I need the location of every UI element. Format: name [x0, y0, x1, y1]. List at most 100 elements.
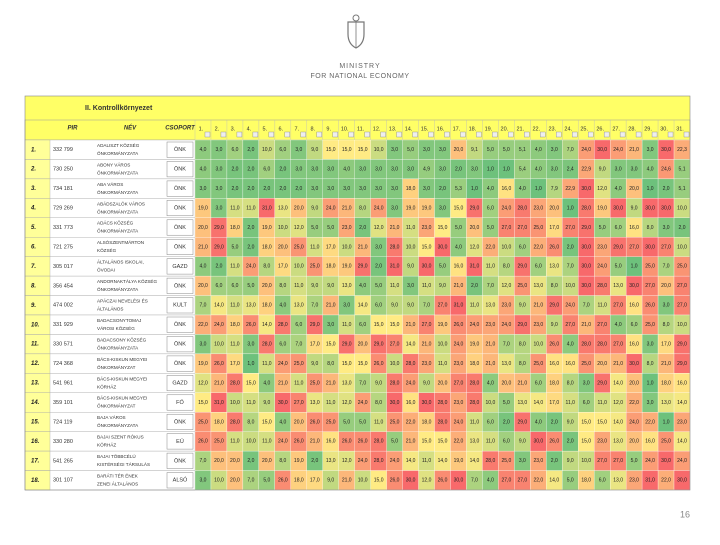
cell-value: 20,0	[230, 478, 240, 484]
cell-value: 6,0	[583, 400, 590, 406]
cell-value: 19,0	[470, 341, 480, 347]
group: GAZD	[172, 264, 187, 270]
cell-value: 11,0	[294, 283, 304, 289]
column-header: NÉV	[124, 124, 137, 132]
pir: 721 275	[53, 244, 73, 250]
name: ÖNKORMÁNYZAT	[97, 403, 136, 409]
filter-button	[396, 131, 402, 138]
cell-value: 2,0	[311, 458, 318, 464]
cell-value: 3,0	[200, 341, 207, 347]
cell-value: 4,0	[263, 380, 270, 386]
cell-value: 3,0	[295, 166, 302, 172]
pir: 730 250	[53, 167, 73, 173]
name: VÁROSI KÖZSÉG	[97, 325, 135, 331]
cell-value: 11,0	[422, 283, 432, 289]
cell-value: 12,0	[294, 225, 304, 231]
cell-value: 27,0	[565, 322, 575, 328]
cell-value: 23,0	[454, 361, 464, 367]
cell-value: 25,0	[294, 361, 304, 367]
cell-value: 10,0	[502, 244, 512, 250]
cell-value: 15,0	[597, 419, 607, 425]
cell-value: 19,0	[406, 205, 416, 211]
cell-value: 17,0	[661, 341, 671, 347]
cell-value: 3,0	[663, 303, 670, 309]
cell-value: 10,0	[246, 439, 256, 445]
cell-value: 11,0	[438, 361, 448, 367]
cell-value: 29,0	[214, 244, 224, 250]
cell-value: 14,0	[533, 400, 543, 406]
cell-value: 23,0	[502, 303, 512, 309]
cell-value: 30,0	[629, 361, 639, 367]
cell-value: 27,0	[502, 225, 512, 231]
cell-value: 1,0	[535, 186, 542, 192]
cell-value: 24,0	[454, 419, 464, 425]
cell-value: 22,0	[533, 478, 543, 484]
cell-value: 26,0	[549, 244, 559, 250]
cell-value: 15,0	[358, 147, 368, 153]
cell-value: 26,0	[278, 478, 288, 484]
cell-value: 25,0	[214, 439, 224, 445]
cell-value: 21,0	[406, 439, 416, 445]
cell-value: 5,1	[679, 166, 686, 172]
cell-value: 24,0	[629, 419, 639, 425]
pir: 724 119	[53, 419, 72, 425]
cell-value: 2,0	[231, 186, 238, 192]
cell-value: 13,0	[661, 400, 671, 406]
cell-value: 3,0	[631, 166, 638, 172]
cell-value: 10,0	[358, 478, 368, 484]
cell-value: 2,0	[295, 186, 302, 192]
cell-value: 23,0	[629, 478, 639, 484]
group-cell	[166, 375, 194, 392]
cell-value: 8,0	[519, 361, 526, 367]
cell-value: 4,0	[615, 322, 622, 328]
cell-value: 30,0	[581, 244, 591, 250]
cell-value: 28,0	[581, 205, 591, 211]
cell-value: 28,0	[470, 400, 480, 406]
cell-value: 21,0	[533, 303, 543, 309]
group: ÖNK	[174, 457, 186, 464]
cell-value: 5,0	[455, 225, 462, 231]
cell-value: 14,0	[470, 458, 480, 464]
cell-value: 3,0	[391, 166, 398, 172]
cell-value: 19,0	[422, 205, 432, 211]
name: ÁLTALÁNOS ISKOLAI,	[97, 259, 144, 265]
cell-value: 13,0	[310, 400, 320, 406]
cell-value: 4,0	[343, 166, 350, 172]
cell-value: 21,0	[390, 225, 400, 231]
column-header: 27.	[612, 126, 620, 132]
cell-value: 24,6	[661, 166, 671, 172]
filter-button	[412, 131, 418, 138]
cell-value: 21,0	[342, 205, 352, 211]
cell-value: 24,0	[677, 458, 687, 464]
name: ADÁCS KÖZSÉG	[97, 220, 134, 226]
cell-value: 29,0	[310, 322, 320, 328]
cell-value: 16,0	[549, 361, 559, 367]
cell-value: 30,0	[597, 147, 607, 153]
cell-value: 11,0	[230, 303, 240, 309]
cell-value: 17,0	[326, 244, 336, 250]
cell-value: 5,0	[311, 225, 318, 231]
cell-value: 7,0	[200, 458, 207, 464]
cell-value: 3,0	[391, 147, 398, 153]
cell-value: 14,0	[613, 380, 623, 386]
cell-value: 20,0	[358, 341, 368, 347]
name: ABÁDSZALÓK VÁROS	[97, 200, 145, 206]
cell-value: 11,0	[310, 244, 320, 250]
index-cell	[24, 275, 51, 296]
cell-value: 1,0	[631, 264, 638, 270]
cell-value: 29,0	[214, 225, 224, 231]
cell-value: 3,0	[311, 166, 318, 172]
column-header: 16.	[437, 126, 445, 132]
cell-value: 16,0	[629, 303, 639, 309]
cell-value: 4,0	[279, 303, 286, 309]
cell-value: 25,0	[502, 458, 512, 464]
filter-button	[428, 131, 434, 138]
cell-value: 30,0	[581, 264, 591, 270]
cell-value: 15,0	[326, 341, 336, 347]
cell-value: 10,0	[677, 244, 687, 250]
cell-value: 12,0	[422, 478, 432, 484]
cell-value: 14,0	[358, 303, 368, 309]
name: BÁCS-KISKUN MEGYEI	[97, 356, 147, 362]
cell-value: 10,0	[278, 225, 288, 231]
group: ÖNK	[174, 243, 186, 250]
